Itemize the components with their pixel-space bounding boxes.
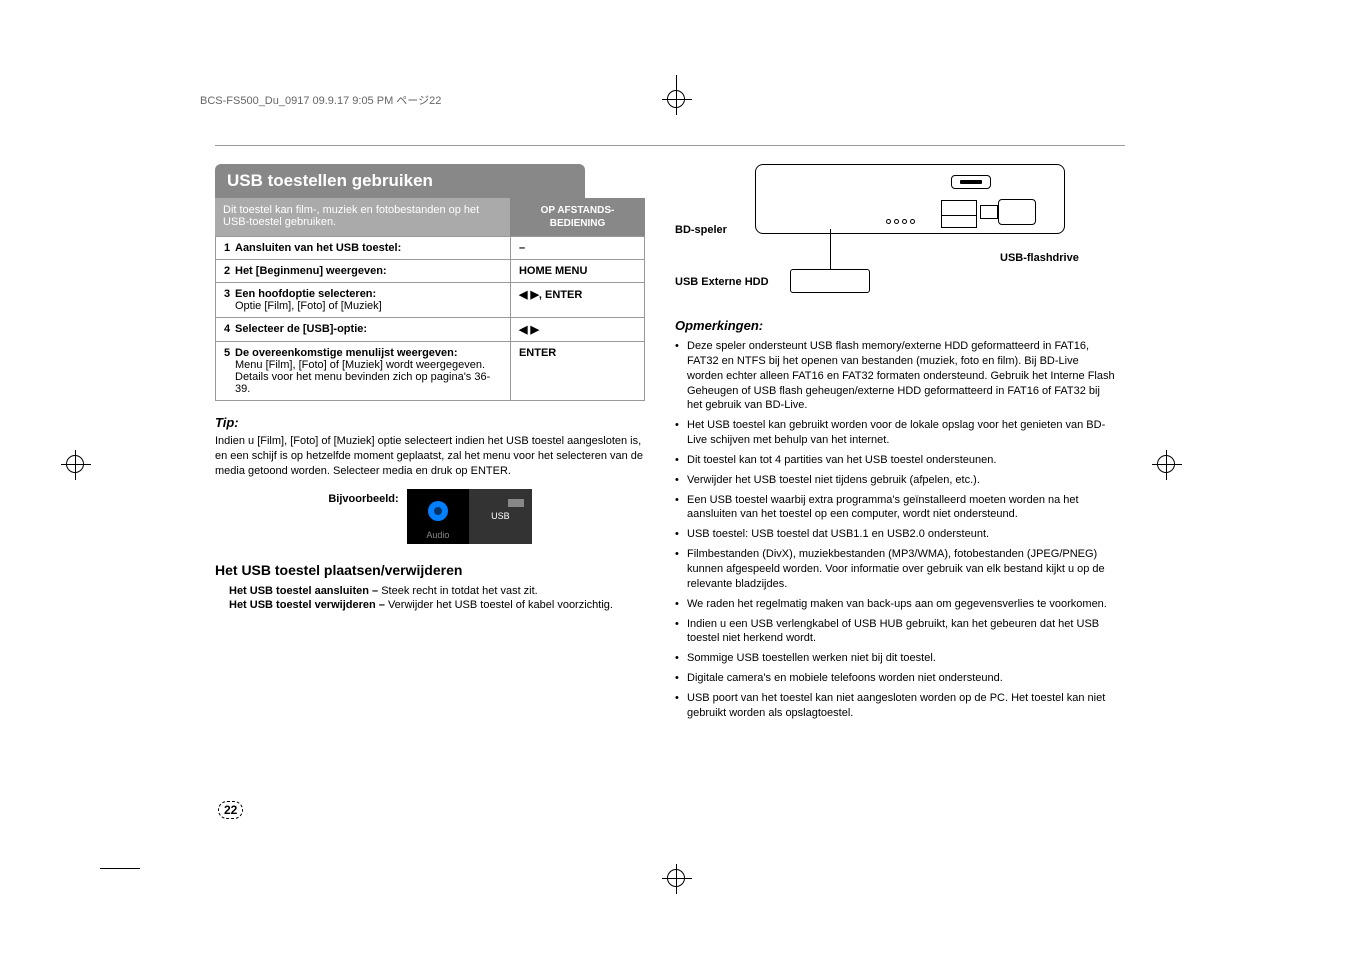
list-item: Digitale camera's en mobiele telefoons w… <box>675 671 1115 686</box>
step-number: 5 <box>216 342 233 401</box>
example-image: Audio USB <box>407 489 532 544</box>
horizontal-rule <box>215 145 1125 146</box>
usb-tile: USB <box>469 489 532 544</box>
section-title: USB toestellen gebruiken <box>215 164 585 198</box>
step-text: Aansluiten van het USB toestel: <box>232 237 510 260</box>
intro-label: OP AFSTANDS-BEDIENING <box>510 198 645 236</box>
audio-label: Audio <box>426 530 449 540</box>
list-item: Een USB toestel waarbij extra programma'… <box>675 493 1115 523</box>
usb-label: USB <box>491 511 510 521</box>
header-filename: BCS-FS500_Du_0917 09.9.17 9:05 PM ページ22 <box>200 92 441 108</box>
step-number: 2 <box>216 260 233 283</box>
list-item: USB toestel: USB toestel dat USB1.1 en U… <box>675 527 1115 542</box>
hdd-label: USB Externe HDD <box>675 276 769 288</box>
crop-mark-top <box>646 90 706 120</box>
list-item: USB poort van het toestel kan niet aange… <box>675 691 1115 721</box>
table-row: 1 Aansluiten van het USB toestel: – <box>216 237 645 260</box>
right-column: BD-speler USB-flashdrive USB Externe HDD… <box>675 164 1115 726</box>
step-text: Een hoofdoptie selecteren:Optie [Film], … <box>232 283 510 318</box>
table-row: 3 Een hoofdoptie selecteren:Optie [Film]… <box>216 283 645 318</box>
crop-mark-bottom-left <box>100 854 140 869</box>
table-row: 5 De overeenkomstige menulijst weergeven… <box>216 342 645 401</box>
intro-text: Dit toestel kan film-, muziek en fotobes… <box>215 198 510 236</box>
usb-port-icon <box>941 200 977 228</box>
step-number: 1 <box>216 237 233 260</box>
audio-tile: Audio <box>407 489 470 544</box>
step-action: HOME MENU <box>510 260 644 283</box>
left-column: USB toestellen gebruiken Dit toestel kan… <box>215 164 645 726</box>
page-content: USB toestellen gebruiken Dit toestel kan… <box>215 145 1125 726</box>
player-label: BD-speler <box>675 224 727 236</box>
table-row: 2 Het [Beginmenu] weergeven: HOME MENU <box>216 260 645 283</box>
flash-label: USB-flashdrive <box>1000 252 1079 264</box>
step-action: ◀ ▶ <box>510 318 644 342</box>
flash-drive-icon <box>980 199 1035 225</box>
tip-text: Indien u [Film], [Foto] of [Muziek] opti… <box>215 434 645 479</box>
placement-heading: Het USB toestel plaatsen/verwijderen <box>215 562 645 578</box>
tip-heading: Tip: <box>215 415 645 430</box>
hdd-box-icon <box>790 269 870 293</box>
list-item: Het USB toestel kan gebruikt worden voor… <box>675 418 1115 448</box>
list-item: Sommige USB toestellen werken niet bij d… <box>675 651 1115 666</box>
step-number: 3 <box>216 283 233 318</box>
list-item: Filmbestanden (DivX), muziekbestanden (M… <box>675 547 1115 592</box>
connection-diagram: BD-speler USB-flashdrive USB Externe HDD <box>675 164 1095 304</box>
list-item: Verwijder het USB toestel niet tijdens g… <box>675 473 1115 488</box>
list-item: Indien u een USB verlengkabel of USB HUB… <box>675 617 1115 647</box>
notes-heading: Opmerkingen: <box>675 318 1115 333</box>
step-number: 4 <box>216 318 233 342</box>
usb-stick-icon <box>508 499 524 507</box>
cable-line <box>830 229 831 269</box>
page-number: 22 <box>218 801 243 819</box>
step-text: Het [Beginmenu] weergeven: <box>232 260 510 283</box>
step-action: – <box>510 237 644 260</box>
notes-list: Deze speler ondersteunt USB flash memory… <box>675 339 1115 721</box>
table-row: 4 Selecteer de [USB]-optie: ◀ ▶ <box>216 318 645 342</box>
insert-line: Het USB toestel aansluiten – Steek recht… <box>229 584 645 599</box>
player-buttons-icon <box>886 219 926 225</box>
example-row: Bijvoorbeeld: Audio USB <box>215 489 645 544</box>
list-item: Deze speler ondersteunt USB flash memory… <box>675 339 1115 413</box>
example-label: Bijvoorbeeld: <box>328 489 398 505</box>
list-item: We raden het regelmatig maken van back-u… <box>675 597 1115 612</box>
remove-line: Het USB toestel verwijderen – Verwijder … <box>229 598 645 613</box>
step-text: Selecteer de [USB]-optie: <box>232 318 510 342</box>
step-action: ◀ ▶, ENTER <box>510 283 644 318</box>
steps-table: 1 Aansluiten van het USB toestel: – 2 He… <box>215 236 645 401</box>
placement-body: Het USB toestel aansluiten – Steek recht… <box>215 584 645 614</box>
intro-table: Dit toestel kan film-, muziek en fotobes… <box>215 198 645 236</box>
step-action: ENTER <box>510 342 644 401</box>
disc-slot-icon <box>951 175 991 189</box>
step-text: De overeenkomstige menulijst weergeven:M… <box>232 342 510 401</box>
list-item: Dit toestel kan tot 4 partities van het … <box>675 453 1115 468</box>
audio-icon <box>428 501 448 521</box>
